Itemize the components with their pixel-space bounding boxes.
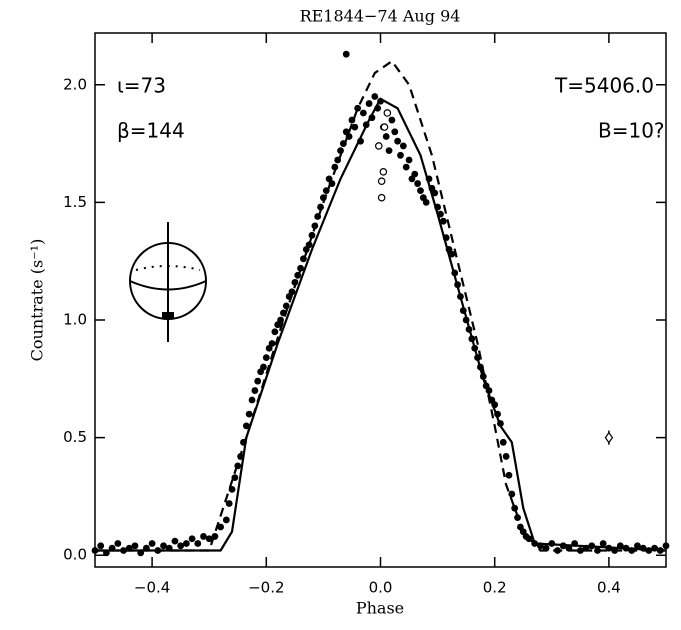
x-axis-label: Phase (356, 599, 404, 618)
data-point (248, 396, 256, 404)
data-point (225, 500, 233, 507)
data-point (254, 377, 262, 385)
data-point (662, 542, 670, 550)
data-point (282, 302, 290, 310)
data-point (391, 128, 399, 136)
open-point (380, 123, 389, 131)
data-point (188, 535, 196, 543)
chart-title: RE1844−74 Aug 94 (300, 7, 461, 26)
open-point (374, 142, 383, 150)
data-point (131, 542, 139, 550)
data-point (371, 93, 379, 100)
data-point (205, 535, 213, 543)
data-point (499, 438, 507, 446)
data-point (345, 133, 353, 140)
data-point (97, 542, 105, 550)
data-point (231, 474, 239, 482)
data-point (417, 187, 424, 195)
data-point (439, 217, 447, 225)
data-point (200, 533, 207, 540)
y-tick-label: 1.5 (63, 193, 87, 211)
data-point (114, 540, 122, 547)
y-tick-label: 2.0 (63, 75, 87, 93)
data-point (394, 137, 402, 145)
data-point (397, 151, 404, 159)
x-tick-label: −0.4 (134, 579, 170, 597)
annotation: ι=73 (117, 74, 166, 98)
annotation: B=10? (598, 119, 665, 143)
open-point (379, 167, 388, 176)
open-point (383, 109, 392, 117)
data-point (385, 147, 393, 155)
x-tick-label: 0.4 (597, 579, 621, 597)
data-point (414, 180, 422, 187)
data-point (262, 354, 270, 362)
data-point (365, 100, 373, 107)
annotation: β=144 (117, 119, 185, 143)
x-tick-label: −0.2 (248, 579, 284, 597)
y-tick-label: 0.5 (63, 428, 87, 446)
data-point (594, 547, 601, 554)
data-point (245, 410, 253, 418)
data-point (422, 198, 430, 206)
data-point (382, 133, 390, 140)
open-point (377, 177, 386, 186)
data-point (171, 537, 179, 545)
error-marker (604, 431, 614, 444)
data-point (194, 540, 202, 547)
data-point (351, 123, 359, 131)
data-point (242, 422, 250, 430)
y-tick-label: 1.0 (63, 310, 87, 328)
data-point (271, 328, 279, 336)
data-point (288, 288, 296, 296)
data-point (359, 109, 367, 117)
x-tick-label: 0.2 (483, 579, 507, 597)
data-point (399, 142, 407, 150)
data-point (322, 187, 330, 195)
data-point (277, 316, 284, 324)
data-point (182, 540, 190, 547)
data-point (508, 490, 516, 498)
y-axis-label: Countrate (s⁻¹) (28, 239, 47, 362)
model-curve (95, 97, 667, 552)
x-tick-label: 0.0 (369, 579, 393, 597)
data-point (388, 116, 396, 124)
data-point (502, 453, 510, 460)
data-point (217, 523, 225, 531)
data-point (148, 540, 156, 547)
data-point (348, 116, 356, 124)
data-point (634, 542, 641, 550)
data-point (177, 542, 185, 550)
data-point (411, 170, 419, 178)
annotation: T=5406.0 (554, 74, 654, 98)
open-point (377, 193, 386, 202)
model-curve (95, 59, 666, 552)
data-point (405, 156, 413, 164)
data-point (505, 471, 513, 479)
data-point (308, 231, 316, 239)
geometry-icon (129, 222, 207, 342)
data-point (260, 363, 267, 371)
data-point (317, 203, 324, 211)
data-point (342, 50, 350, 58)
data-point (511, 504, 519, 512)
y-tick-label: 0.0 (63, 546, 87, 564)
data-point (576, 547, 584, 554)
data-point (222, 516, 230, 524)
data-point (337, 147, 344, 155)
data-point (160, 542, 167, 550)
data-point (402, 163, 410, 171)
data-point (268, 340, 276, 347)
data-point (599, 540, 607, 547)
data-point (251, 387, 259, 394)
